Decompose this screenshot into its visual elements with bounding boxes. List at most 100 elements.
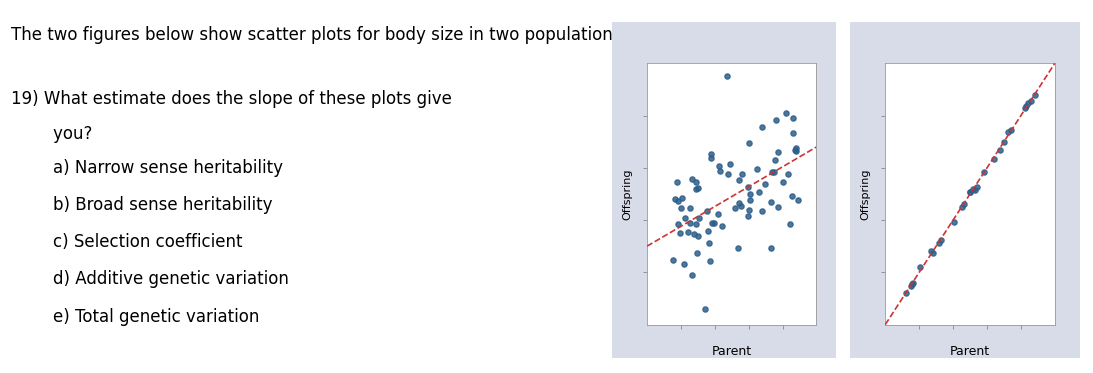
- Point: [700, 228, 717, 234]
- Point: [673, 195, 691, 201]
- Point: [696, 306, 714, 312]
- Point: [932, 237, 950, 243]
- Point: [1026, 92, 1044, 98]
- Point: [703, 151, 720, 157]
- Text: Parent: Parent: [950, 345, 990, 358]
- Point: [751, 189, 768, 195]
- Point: [683, 176, 701, 182]
- Point: [1002, 127, 1020, 133]
- Point: [999, 129, 1016, 135]
- Point: [685, 231, 703, 237]
- Point: [687, 186, 705, 192]
- Point: [730, 200, 748, 206]
- Point: [787, 147, 804, 153]
- Point: [675, 261, 693, 267]
- Point: [930, 241, 948, 247]
- Point: [766, 157, 784, 163]
- Point: [718, 73, 736, 79]
- Point: [964, 186, 982, 192]
- Point: [779, 171, 797, 177]
- Point: [766, 169, 784, 175]
- Point: [780, 221, 798, 227]
- Point: [709, 211, 727, 217]
- Point: [719, 171, 737, 177]
- Point: [953, 204, 971, 210]
- Point: [903, 283, 920, 289]
- Point: [668, 179, 685, 185]
- Point: [672, 205, 690, 211]
- Point: [762, 199, 779, 205]
- Point: [783, 193, 800, 199]
- Point: [740, 141, 757, 147]
- Point: [686, 179, 704, 185]
- Point: [789, 197, 807, 203]
- Text: 19) What estimate does the slope of these plots give: 19) What estimate does the slope of thes…: [11, 90, 451, 107]
- Point: [975, 169, 992, 175]
- Point: [756, 181, 774, 187]
- Point: [774, 179, 791, 185]
- Text: you?: you?: [11, 125, 93, 143]
- Text: Offspring: Offspring: [860, 168, 871, 220]
- Point: [787, 148, 804, 154]
- Point: [945, 219, 963, 225]
- Point: [733, 171, 751, 177]
- Point: [1016, 103, 1034, 109]
- Point: [767, 117, 785, 123]
- Point: [705, 220, 722, 226]
- Point: [922, 248, 940, 254]
- Point: [966, 186, 984, 192]
- Point: [670, 198, 687, 204]
- Point: [1022, 98, 1039, 104]
- Point: [689, 233, 706, 239]
- Point: [741, 191, 759, 197]
- Point: [677, 214, 694, 220]
- Point: [698, 208, 716, 214]
- Text: d) Additive genetic variation: d) Additive genetic variation: [11, 270, 289, 288]
- Point: [727, 205, 744, 211]
- Point: [904, 280, 921, 286]
- Point: [961, 189, 978, 195]
- Point: [732, 203, 750, 209]
- Point: [701, 258, 718, 264]
- Point: [785, 130, 802, 136]
- Point: [903, 281, 920, 287]
- Point: [748, 166, 765, 172]
- Point: [679, 229, 696, 235]
- Point: [925, 250, 942, 256]
- Point: [762, 245, 779, 251]
- Point: [713, 223, 730, 229]
- Point: [787, 145, 804, 151]
- Point: [689, 250, 706, 256]
- Point: [968, 184, 986, 189]
- Text: Parent: Parent: [712, 345, 752, 358]
- Point: [740, 185, 757, 191]
- Point: [703, 220, 720, 226]
- Point: [739, 213, 756, 219]
- Point: [740, 207, 757, 213]
- Point: [785, 115, 802, 121]
- Point: [777, 110, 795, 116]
- Point: [764, 169, 781, 175]
- Point: [667, 196, 684, 202]
- Text: a) Narrow sense heritability: a) Narrow sense heritability: [11, 159, 283, 176]
- Point: [769, 204, 787, 210]
- Point: [996, 140, 1013, 145]
- Point: [1020, 100, 1037, 106]
- Text: The two figures below show scatter plots for body size in two populations of gol: The two figures below show scatter plots…: [11, 26, 719, 44]
- Point: [1016, 105, 1034, 111]
- Point: [703, 156, 720, 162]
- Point: [754, 209, 772, 214]
- Text: e) Total genetic variation: e) Total genetic variation: [11, 308, 259, 326]
- Point: [897, 291, 915, 297]
- Point: [912, 264, 929, 270]
- Point: [671, 231, 689, 236]
- Text: c) Selection coefficient: c) Selection coefficient: [11, 233, 243, 251]
- Point: [691, 215, 708, 221]
- Point: [682, 206, 700, 211]
- Point: [730, 177, 748, 183]
- Point: [729, 245, 747, 251]
- Point: [955, 201, 973, 207]
- Point: [701, 240, 718, 246]
- Text: Offspring: Offspring: [622, 168, 633, 220]
- Point: [665, 257, 682, 263]
